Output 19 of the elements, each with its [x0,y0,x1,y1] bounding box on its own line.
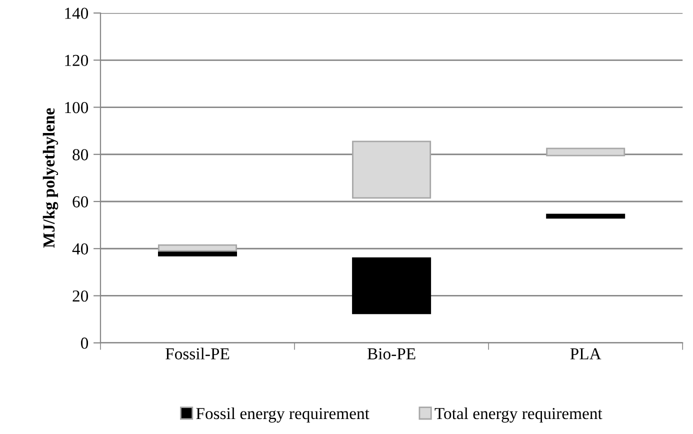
y-tick-label: 120 [65,54,88,66]
y-tick-label: 80 [72,149,88,160]
x-tick-label: Fossil-PE [166,348,230,360]
bar [352,257,432,314]
y-tick-label: 40 [72,243,88,255]
y-tick-label: 0 [80,338,88,349]
y-tick-label: 60 [72,196,88,208]
y-tick-label: 140 [65,8,88,19]
y-tick-label: 20 [72,290,88,302]
bar [352,140,432,199]
y-tick-label: 100 [65,102,88,114]
bar [546,148,626,156]
y-axis-title: MJ/kg polyethylene [42,108,58,248]
legend-label: Fossil energy requirement [196,407,370,423]
bar [158,244,238,252]
x-tick-label: Bio-PE [367,348,416,360]
x-tick-label: PLA [570,348,602,360]
legend-label: Total energy requirement [434,407,602,423]
bar [546,214,626,219]
